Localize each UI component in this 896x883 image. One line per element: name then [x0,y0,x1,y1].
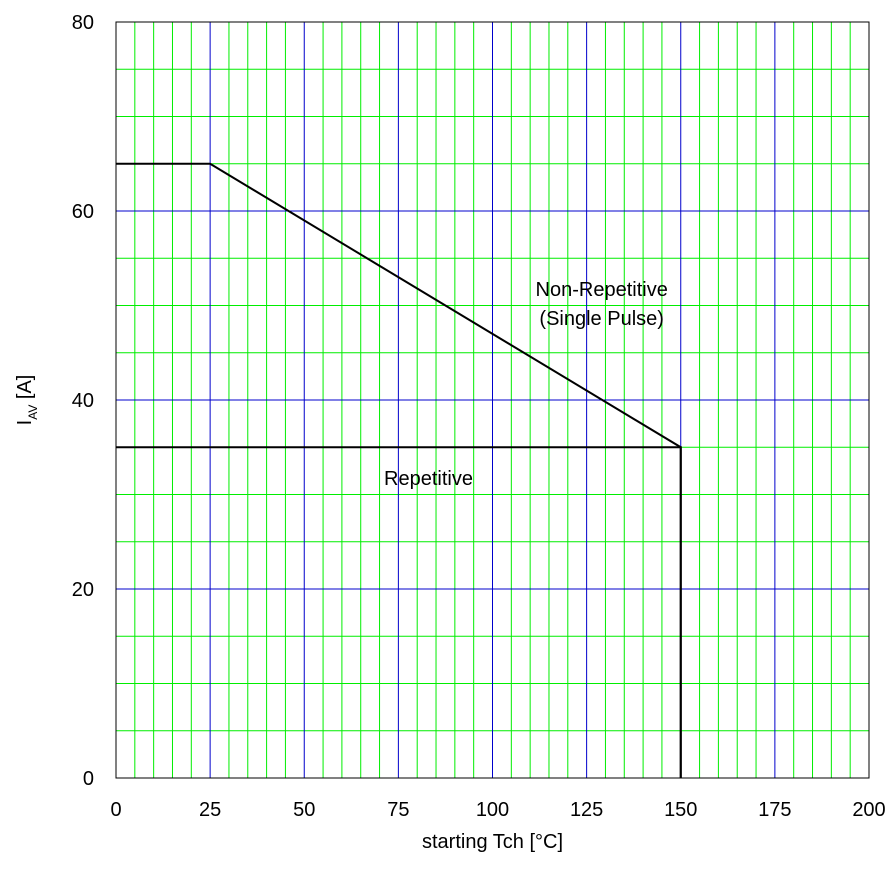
y-tick-label: 60 [72,201,94,223]
x-tick-label: 50 [293,799,315,821]
annotation: Non-Repetitive (Single Pulse) [536,279,668,330]
x-axis-label: starting Tch [°C] [422,831,563,853]
tick-labels: 0 25 50 75 100 125 150 175 200 0 20 40 60 80 [72,12,886,821]
grid [116,22,869,778]
annotation-line: (Single Pulse) [539,308,664,330]
y-tick-label: 0 [83,768,94,790]
y-tick-label: 80 [72,12,94,34]
series-line-repetitive [116,446,682,778]
annotation-line: Repetitive [384,468,473,490]
x-tick-label: 25 [199,799,221,821]
x-tick-label: 125 [570,799,603,821]
y-tick-label: 40 [72,390,94,412]
y-tick-label: 20 [72,579,94,601]
annotation-line: Non-Repetitive [536,279,668,301]
x-tick-label: 0 [110,799,121,821]
series-layer [116,162,682,778]
x-tick-label: 175 [758,799,791,821]
annotations: Non-Repetitive (Single Pulse) Repetitive [384,279,668,490]
y-axis-label-unit: [A] [14,375,36,405]
x-tick-label: 75 [387,799,409,821]
y-axis-label: IAV [A] [14,375,40,426]
x-tick-label: 200 [852,799,885,821]
x-tick-label: 150 [664,799,697,821]
x-tick-label: 100 [476,799,509,821]
annotation: Repetitive [384,468,473,490]
plot-frame [115,21,870,779]
y-axis-label-main: I [14,420,36,426]
y-axis-label-subscript: AV [26,405,40,420]
